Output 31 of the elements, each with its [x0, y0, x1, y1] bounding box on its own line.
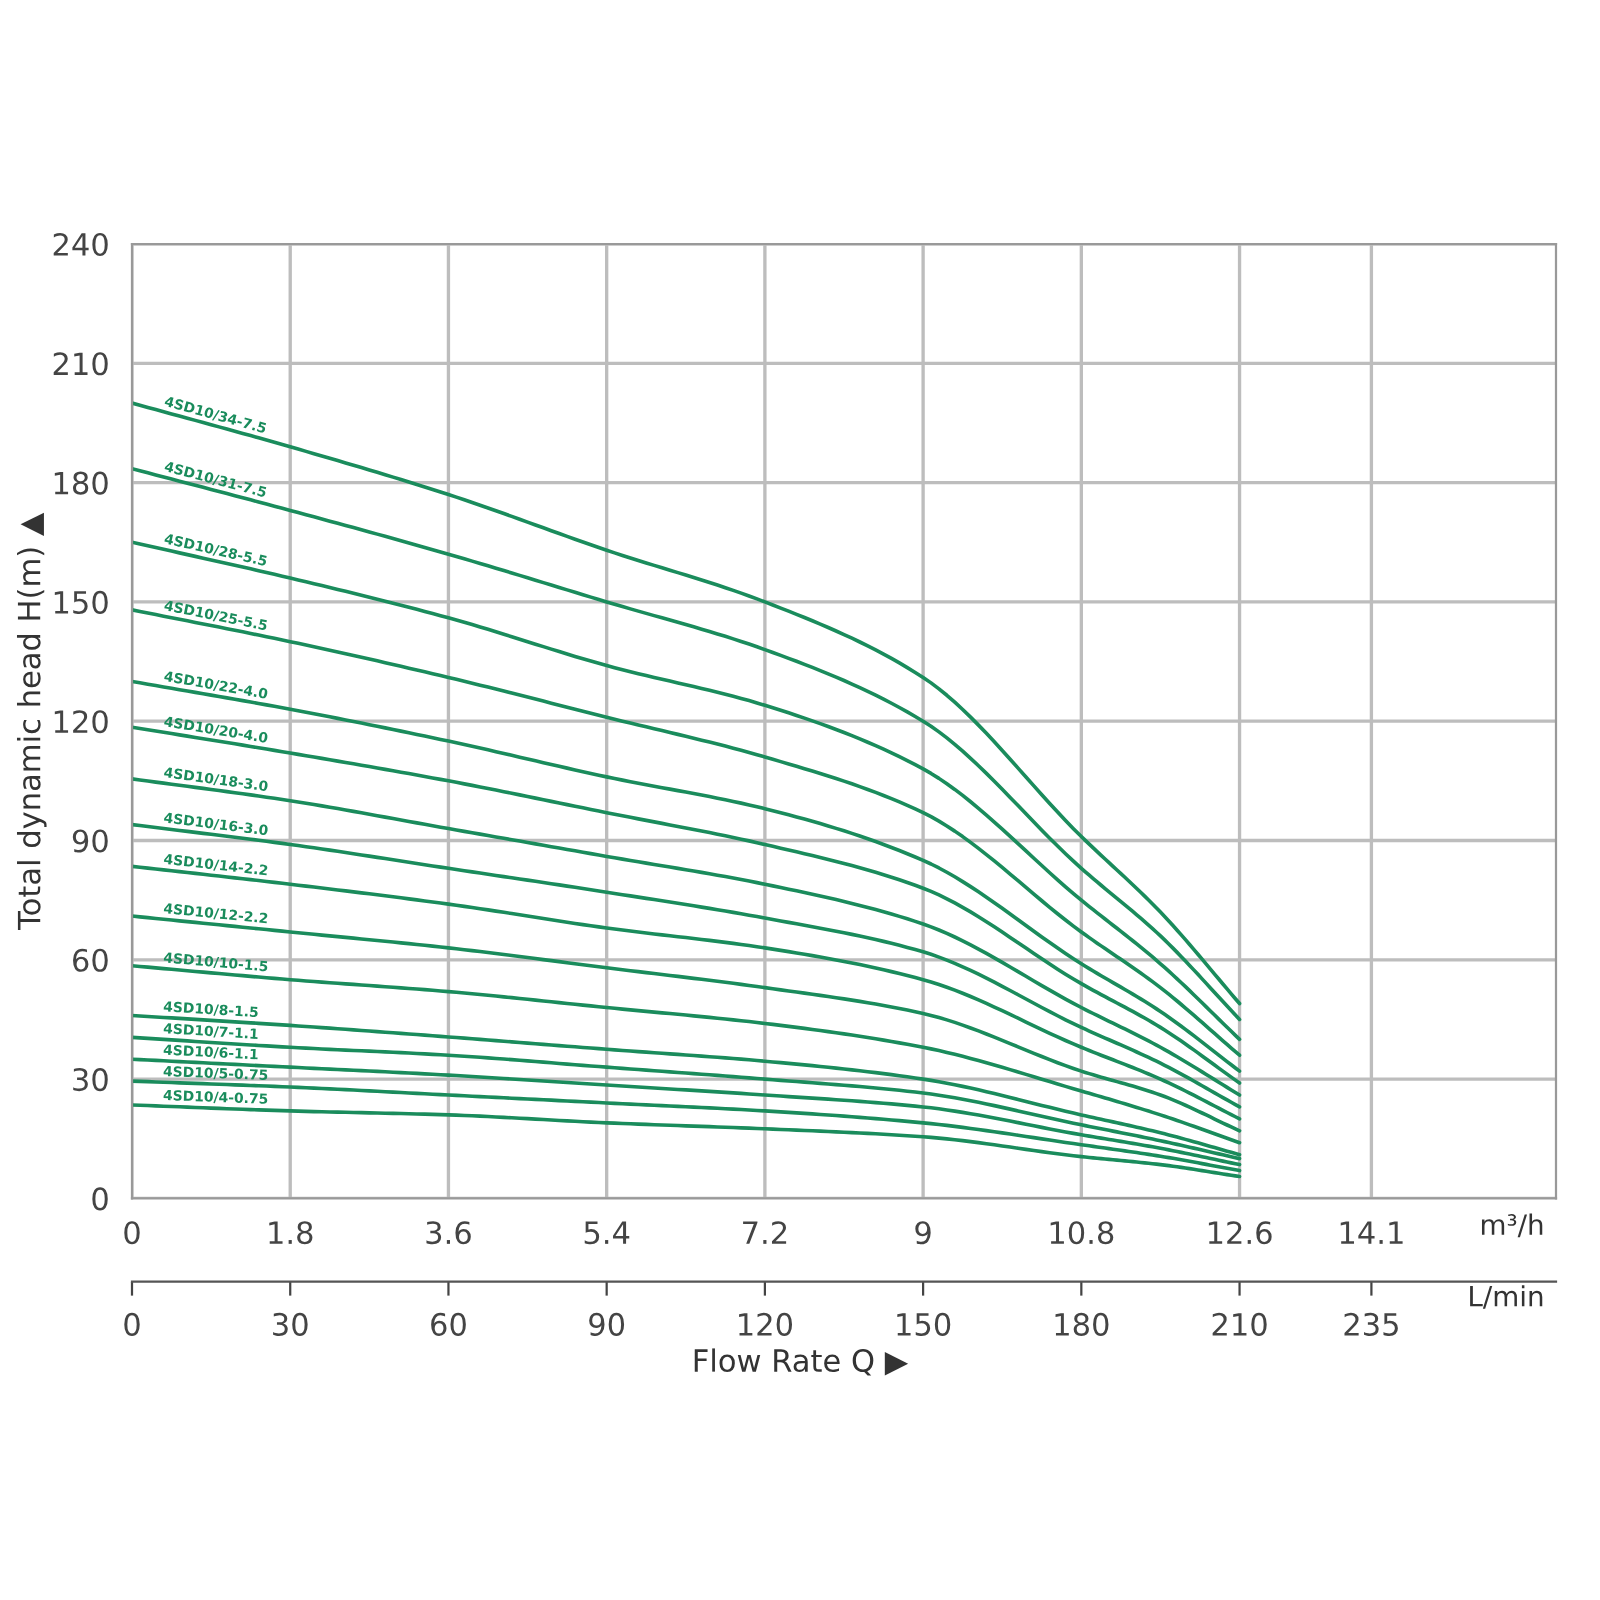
- text: Flow Rate Q ▶: [694, 1348, 909, 1376]
- y-tick-label: 90: [72, 829, 108, 853]
- x2-tick-label: 235: [1344, 1312, 1398, 1336]
- x2-tick-label: 210: [1212, 1312, 1267, 1336]
- x2-tick-label: 180: [1055, 1312, 1109, 1336]
- x-axis-title: m³/h: [1481, 1213, 1543, 1238]
- x-tick-label: 5.4: [584, 1221, 630, 1245]
- x-tick-label: 3.6: [426, 1221, 471, 1245]
- x2-tick-label: 90: [589, 1312, 625, 1336]
- y-tick-label: 60: [73, 948, 108, 972]
- x2-tick-label: 0: [124, 1312, 140, 1336]
- y-tick-label: 210: [53, 352, 108, 376]
- x2-tick-label: 30: [273, 1312, 308, 1336]
- x2-tick-label: 120: [739, 1312, 793, 1336]
- x-tick-label: 7.2: [743, 1221, 787, 1244]
- x2-axis-title: L/min: [1470, 1285, 1543, 1309]
- y-tick-label: 120: [54, 710, 108, 734]
- y-tick-label: 240: [53, 232, 108, 257]
- x-tick-label: 0: [124, 1221, 140, 1245]
- y-axis-title: Total dynamic head H(m) ▲: [16, 512, 47, 930]
- x2-tick-label: 150: [897, 1312, 951, 1336]
- x-tick-label: 14.1: [1340, 1221, 1403, 1244]
- x-tick-label: 12.6: [1208, 1221, 1272, 1245]
- y-tick-label: 30: [73, 1068, 108, 1092]
- x-tick-label: 1.8: [269, 1221, 313, 1245]
- y-tick-label: 150: [54, 590, 108, 614]
- y-tick-label: 0: [92, 1187, 108, 1211]
- x-tick-label: 10.8: [1050, 1221, 1114, 1245]
- y-tick-label: 180: [54, 471, 108, 495]
- x2-tick-label: 60: [431, 1312, 466, 1336]
- x-tick-label: 9: [915, 1221, 931, 1245]
